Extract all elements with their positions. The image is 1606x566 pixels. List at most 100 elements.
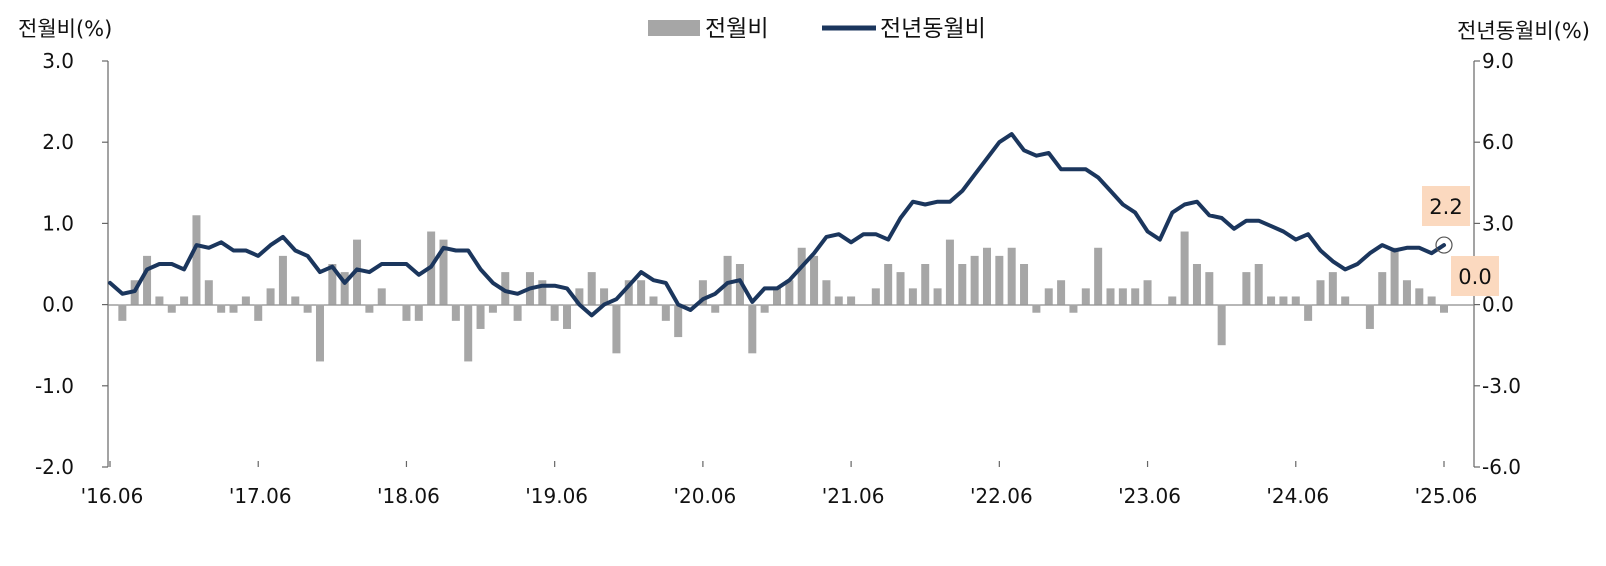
bar [365,304,374,313]
bar [1254,264,1263,305]
y-tick-left-label: 3.0 [42,49,74,73]
bar [1341,296,1350,305]
bar [1304,304,1313,321]
bar [612,304,621,354]
y-tick-right-label: 0.0 [1482,293,1514,317]
bar [970,255,979,305]
bar [995,255,1004,305]
bar [513,304,522,321]
bar [315,304,324,362]
bar [180,296,189,305]
bar [945,239,954,305]
bar [637,280,646,305]
bar [563,304,572,329]
bar [1192,264,1201,305]
bar [1390,247,1399,305]
bar [1205,272,1214,305]
x-tick-label: '24.06 [1266,484,1329,508]
x-tick-label: '16.06 [81,484,144,508]
last-point-marker [1435,236,1453,254]
bar [871,288,880,305]
bar [1415,288,1424,305]
bar [748,304,757,354]
y-tick-left-label: 1.0 [42,211,74,235]
bar [241,296,250,305]
bar [723,255,732,305]
y-tick-right-label: 3.0 [1482,211,1514,235]
bar [587,272,596,305]
y-ticks-left: 3.0 2.0 1.0 0.0 -1.0 -2.0 [35,49,108,479]
bar [884,264,893,305]
bar [958,264,967,305]
bar [254,304,263,321]
bar [1057,280,1066,305]
x-tick-label: '20.06 [674,484,737,508]
y-tick-right-label: -6.0 [1482,455,1521,479]
bar [118,304,127,321]
bar [921,264,930,305]
bar [1131,288,1140,305]
bar [624,280,633,305]
bar [476,304,485,329]
bar [1440,304,1448,313]
bar [538,280,547,305]
y-tick-left-label: 0.0 [42,293,74,317]
bar [1328,272,1337,305]
legend-label-bar: 전월비 [705,16,768,42]
bar [550,304,559,321]
y-tick-right-label: -3.0 [1482,374,1521,398]
x-tick-label: '18.06 [377,484,440,508]
bar [711,304,720,313]
bar [1032,304,1041,313]
bar [1094,247,1103,305]
legend: 전월비 전년동월비 [648,16,986,42]
bar [1402,280,1411,305]
bar [1427,296,1436,305]
bar [982,247,991,305]
bar [229,304,238,313]
bar [217,304,226,313]
bar [760,304,769,313]
x-tick-label: '17.06 [229,484,292,508]
bar [661,304,670,321]
x-tick-label: '25.06 [1415,484,1478,508]
x-tick-label: '19.06 [525,484,588,508]
bar [167,304,176,313]
bar [192,215,201,305]
bar [303,304,312,313]
x-tick-label: '21.06 [822,484,885,508]
bar [810,255,819,305]
legend-swatch-bar [648,20,700,36]
x-ticks: '16.06 '17.06 '18.06 '19.06 '20.06 '21.06 '22.… [81,461,1478,508]
bar [1242,272,1251,305]
callout-line-box [1422,186,1470,226]
bar [204,280,213,305]
bar [600,288,609,305]
y-tick-right-label: 6.0 [1482,130,1514,154]
bar [1168,296,1177,305]
bar [328,264,337,305]
bar [822,280,831,305]
bar [278,255,287,305]
y-ticks-right: 9.0 6.0 3.0 0.0 -3.0 -6.0 [1474,49,1521,479]
bar [1291,296,1300,305]
bar [266,288,275,305]
bar [488,304,497,313]
bar [377,288,386,305]
callout-bar-text: 0.0 [1458,265,1491,289]
x-tick-label: '23.06 [1118,484,1181,508]
bar [1316,280,1325,305]
bar [1365,304,1374,329]
y-axis-right-title: 전년동월비(%) [1457,19,1590,43]
bar [1044,288,1053,305]
legend-label-line: 전년동월비 [880,16,986,42]
bar [464,304,473,362]
y-tick-right-label: 9.0 [1482,49,1514,73]
bar [414,304,423,321]
y-tick-left-label: -2.0 [35,455,74,479]
bar [908,288,917,305]
callout-bar-last: 0.0 [1451,256,1499,296]
bar [1378,272,1387,305]
bar [1267,296,1276,305]
